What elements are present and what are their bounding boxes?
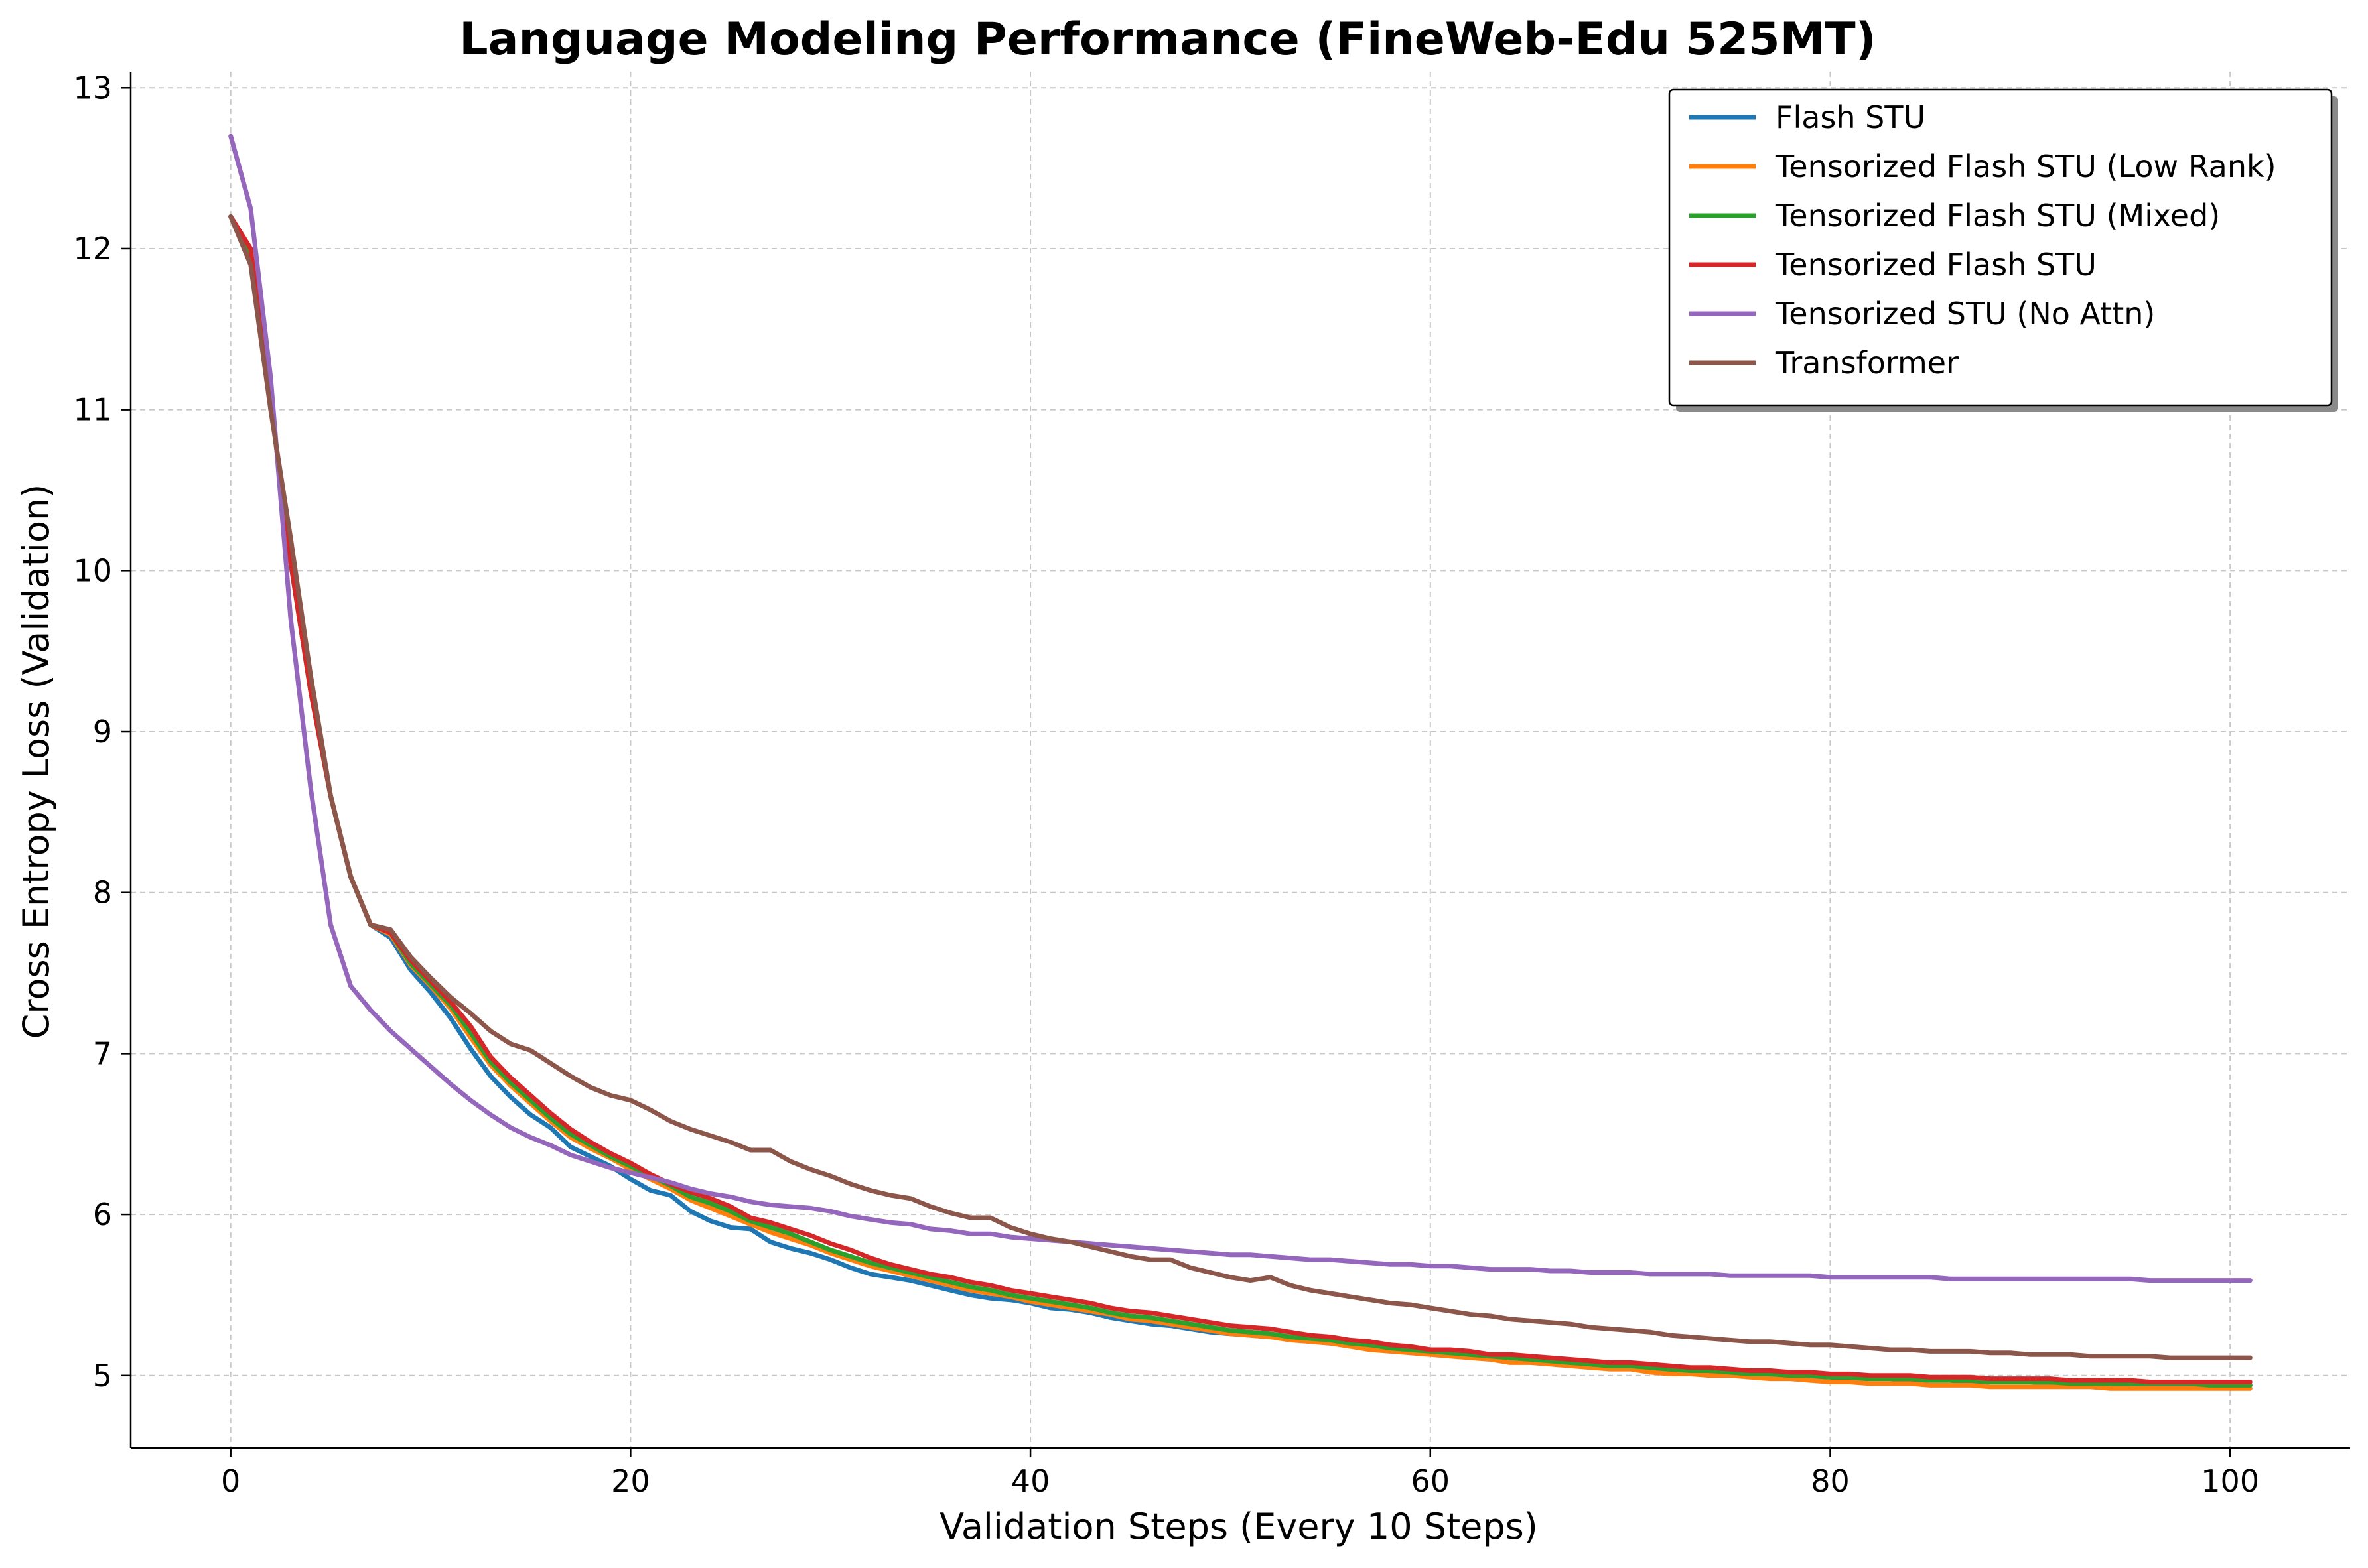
x-tick-label: 100 [2201, 1463, 2259, 1499]
legend-label-3: Tensorized Flash STU [1775, 247, 2097, 283]
y-tick-label: 12 [73, 231, 112, 267]
x-tick-label: 80 [1811, 1463, 1850, 1499]
y-tick-label: 5 [93, 1358, 112, 1394]
chart-title: Language Modeling Performance (FineWeb-E… [459, 13, 1876, 66]
legend-label-5: Transformer [1775, 345, 1959, 381]
y-axis-label: Cross Entropy Loss (Validation) [15, 484, 57, 1039]
series-line-2 [228, 214, 2253, 1388]
legend-label-0: Flash STU [1776, 99, 1925, 135]
legend-label-1: Tensorized Flash STU (Low Rank) [1775, 149, 2276, 184]
x-tick-label: 20 [611, 1463, 650, 1499]
x-tick-label: 0 [221, 1463, 240, 1499]
x-axis-ticks: 0 20 40 60 80 100 [221, 1448, 2259, 1499]
y-tick-label: 13 [73, 70, 112, 105]
series-lines [228, 133, 2253, 1391]
axes [129, 72, 2350, 1449]
y-tick-label: 6 [93, 1197, 112, 1232]
y-axis-ticks: 5 6 7 8 9 10 11 12 13 [73, 70, 131, 1394]
y-tick-label: 11 [73, 392, 112, 428]
series-line-4 [228, 133, 2253, 1283]
y-tick-label: 7 [93, 1035, 112, 1071]
y-tick-label: 10 [73, 553, 112, 588]
x-tick-label: 40 [1011, 1463, 1050, 1499]
series-line-1 [228, 214, 2253, 1391]
legend-label-2: Tensorized Flash STU (Mixed) [1775, 198, 2220, 233]
legend-box [1668, 88, 2333, 407]
x-tick-label: 60 [1411, 1463, 1450, 1499]
series-line-5 [228, 214, 2253, 1360]
legend-label-4: Tensorized STU (No Attn) [1775, 296, 2155, 332]
x-axis-label: Validation Steps (Every 10 Steps) [940, 1506, 1538, 1547]
y-tick-label: 8 [93, 875, 112, 911]
legend: Flash STU Tensorized Flash STU (Low Rank)… [1668, 88, 2338, 412]
y-tick-label: 9 [93, 714, 112, 750]
grid-lines [131, 72, 2350, 1448]
series-line-3 [228, 214, 2253, 1384]
